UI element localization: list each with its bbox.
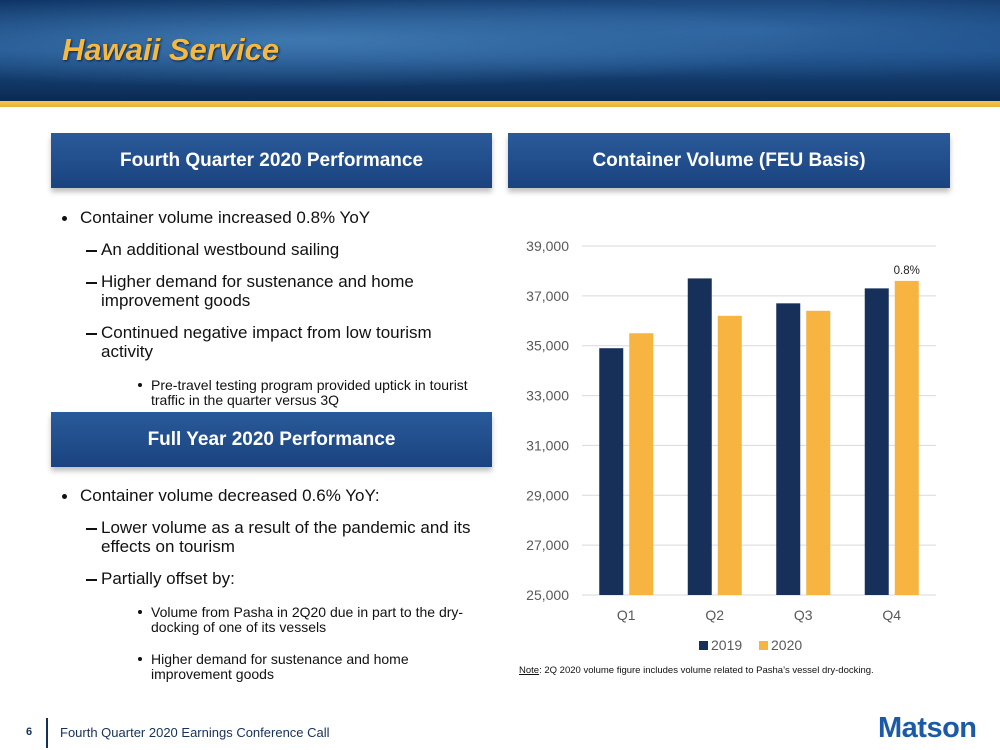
note-text: : 2Q 2020 volume figure includes volume … (539, 665, 874, 676)
data-annotation: 0.8% (894, 265, 920, 277)
bullet-item: An additional westbound sailing (51, 240, 481, 259)
bullet-text: Pre-travel testing program provided upti… (151, 377, 468, 408)
bullet-group: Continued negative impact from low touri… (51, 323, 481, 408)
bar (776, 303, 801, 595)
bar (894, 280, 919, 595)
sub-list: Lower volume as a result of the pandemic… (51, 518, 481, 682)
bullet-marker (138, 383, 142, 387)
bullet-text: Partially offset by: (101, 569, 235, 588)
bullet-group: Container volume increased 0.8% YoY An ad… (51, 208, 481, 408)
bullet-text: Continued negative impact from low touri… (101, 323, 432, 361)
legend-label: 2019 (711, 637, 742, 653)
y-tick-label: 37,000 (526, 288, 569, 304)
bullet-item: Partially offset by: (51, 569, 481, 588)
bar (599, 348, 624, 595)
bullet-item: Container volume increased 0.8% YoY (51, 208, 481, 227)
bullet-text: Higher demand for sustenance and home im… (151, 651, 409, 682)
bar (687, 278, 712, 595)
y-tick-label: 29,000 (526, 487, 569, 503)
bullet-group: Partially offset by: Volume from Pasha in… (51, 569, 481, 682)
y-tick-label: 27,000 (526, 537, 569, 553)
x-tick-label: Q3 (794, 607, 813, 623)
y-tick-label: 33,000 (526, 388, 569, 404)
legend-label: 2020 (771, 637, 802, 653)
header-banner (0, 0, 1000, 101)
y-tick-label: 39,000 (526, 238, 569, 254)
bullet-group: Higher demand for sustenance and home im… (51, 272, 481, 310)
bullet-item: Container volume decreased 0.6% YoY: (51, 486, 481, 505)
y-tick-label: 25,000 (526, 587, 569, 603)
header-rule (0, 101, 1000, 107)
legend-swatch (699, 641, 708, 650)
panel-heading: Container Volume (FEU Basis) (508, 133, 950, 188)
dash-marker (86, 528, 97, 530)
bullet-text: Container volume decreased 0.6% YoY: (80, 486, 380, 505)
bullet-list: Container volume increased 0.8% YoY An ad… (51, 198, 481, 408)
sub-list: Volume from Pasha in 2Q20 due in part to… (101, 605, 481, 682)
bar (806, 310, 831, 595)
sub-list: Pre-travel testing program provided upti… (101, 378, 481, 408)
bullet-marker (138, 610, 142, 614)
bullet-group: Container volume decreased 0.6% YoY: Lowe… (51, 486, 481, 682)
bullet-group: Lower volume as a result of the pandemic… (51, 518, 481, 556)
y-tick-label: 35,000 (526, 338, 569, 354)
bullet-item: Lower volume as a result of the pandemic… (51, 518, 481, 556)
bullet-text: Container volume increased 0.8% YoY (80, 208, 371, 227)
dash-marker (86, 250, 97, 252)
footer-text: Fourth Quarter 2020 Earnings Conference … (60, 725, 330, 740)
bullet-list: Container volume decreased 0.6% YoY: Lowe… (51, 476, 481, 682)
legend-swatch (759, 641, 768, 650)
footnote: Note: 2Q 2020 volume figure includes vol… (519, 665, 874, 676)
bullet-marker (62, 494, 67, 499)
x-tick-label: Q2 (705, 607, 724, 623)
bar (717, 315, 742, 595)
page-number: 6 (26, 726, 33, 738)
bullet-item: Pre-travel testing program provided upti… (101, 378, 481, 408)
footer-rule (46, 718, 48, 748)
bullet-group: An additional westbound sailing (51, 240, 481, 259)
bullet-item: Continued negative impact from low touri… (51, 323, 481, 361)
bullet-text: Lower volume as a result of the pandemic… (101, 518, 471, 556)
panel-heading: Fourth Quarter 2020 Performance (51, 133, 492, 188)
bar (864, 288, 889, 595)
bullet-group: Higher demand for sustenance and home im… (101, 652, 481, 682)
bullet-item: Higher demand for sustenance and home im… (51, 272, 481, 310)
bar (629, 333, 654, 595)
bullet-group: Volume from Pasha in 2Q20 due in part to… (101, 605, 481, 635)
bullet-text: An additional westbound sailing (101, 240, 340, 259)
slide-title: Hawaii Service (62, 32, 280, 67)
bullet-text: Volume from Pasha in 2Q20 due in part to… (151, 604, 464, 635)
note-label: Note (519, 665, 540, 676)
panel-heading: Full Year 2020 Performance (51, 412, 492, 467)
y-tick-label: 31,000 (526, 437, 569, 453)
logo: Matson (878, 712, 977, 744)
bullet-item: Volume from Pasha in 2Q20 due in part to… (101, 605, 481, 635)
sub-list: An additional westbound sailing Higher de… (51, 240, 481, 408)
x-tick-label: Q1 (617, 607, 636, 623)
bullet-marker (138, 657, 142, 661)
x-tick-label: Q4 (882, 607, 901, 623)
dash-marker (86, 333, 97, 335)
bullet-item: Higher demand for sustenance and home im… (101, 652, 481, 682)
bullet-marker (62, 216, 67, 221)
dash-marker (86, 579, 97, 581)
bullet-text: Higher demand for sustenance and home im… (101, 272, 414, 310)
dash-marker (86, 282, 97, 284)
bullet-group: Pre-travel testing program provided upti… (101, 378, 481, 408)
